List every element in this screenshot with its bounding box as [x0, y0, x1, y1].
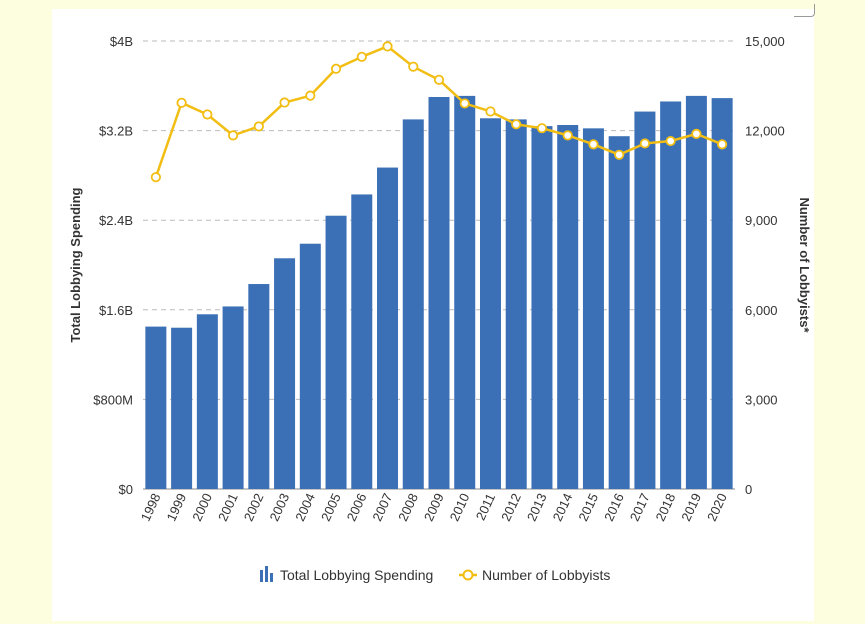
x-tick-label: 2011 — [473, 491, 498, 523]
point-2002[interactable] — [253, 121, 264, 132]
bar-2011[interactable] — [479, 118, 501, 489]
point-2003[interactable] — [279, 97, 290, 108]
point-2013[interactable] — [536, 123, 548, 134]
point-2009[interactable] — [433, 74, 445, 85]
point-2016[interactable] — [614, 149, 625, 160]
right-tick-label: 15,000 — [745, 34, 785, 49]
bar-2000[interactable] — [196, 314, 218, 489]
bar-2013[interactable] — [531, 126, 553, 490]
right-axis-title: Number of Lobbyists* — [797, 197, 812, 333]
bar-2006[interactable] — [351, 194, 373, 489]
point-2019[interactable] — [691, 128, 702, 139]
x-tick-label: 2013 — [524, 491, 550, 524]
right-tick-label: 12,000 — [745, 124, 785, 139]
x-axis-ticks: 1998 1999 2000 2001 2002 2003 2004 2005 2006 2007… — [138, 491, 730, 524]
x-tick-label: 2015 — [575, 491, 601, 524]
left-tick-label: $800M — [93, 392, 133, 407]
bar-2020[interactable] — [711, 98, 733, 490]
point-2015[interactable] — [588, 139, 599, 150]
bar-2010[interactable] — [454, 95, 476, 489]
bar-1999[interactable] — [171, 327, 193, 489]
x-tick-label: 2010 — [447, 491, 473, 524]
legend: Total Lobbying Spending Number of Lobbyi… — [260, 566, 610, 583]
left-tick-label: $2.4B — [99, 213, 133, 228]
point-2008[interactable] — [408, 61, 419, 72]
point-2020[interactable] — [717, 139, 728, 150]
legend-label-lobbyists: Number of Lobbyists — [482, 567, 610, 583]
right-tick-label: 3,000 — [745, 392, 778, 407]
bar-2018[interactable] — [660, 101, 682, 489]
point-2017[interactable] — [639, 138, 651, 149]
bar-2001[interactable] — [222, 306, 244, 489]
legend-item-spending[interactable]: Total Lobbying Spending — [260, 566, 433, 583]
point-1999[interactable] — [176, 97, 187, 108]
x-tick-label: 1999 — [164, 491, 190, 524]
bar-2012[interactable] — [505, 119, 527, 490]
x-tick-label: 2009 — [421, 491, 447, 524]
bar-2017[interactable] — [634, 111, 656, 489]
legend-bar-icon-1 — [260, 570, 263, 582]
left-tick-label: $1.6B — [99, 303, 133, 318]
left-tick-label: $4B — [110, 34, 133, 49]
point-1998[interactable] — [150, 172, 161, 183]
right-tick-label: 0 — [745, 482, 752, 497]
bar-2007[interactable] — [377, 167, 399, 489]
x-tick-label: 2003 — [266, 491, 292, 524]
x-tick-label: 2008 — [395, 491, 421, 524]
bar-2004[interactable] — [299, 243, 321, 489]
left-tick-label: $3.2B — [99, 124, 133, 139]
point-2006[interactable] — [356, 51, 367, 62]
point-2000[interactable] — [202, 109, 213, 120]
x-tick-label: 2020 — [704, 491, 730, 524]
bar-2016[interactable] — [608, 136, 630, 489]
x-tick-label: 1998 — [138, 491, 164, 524]
bar-2014[interactable] — [557, 125, 579, 489]
point-2010[interactable] — [459, 98, 470, 109]
legend-label-spending: Total Lobbying Spending — [280, 567, 433, 583]
point-2018[interactable] — [665, 135, 676, 147]
x-tick-label: 2006 — [344, 491, 370, 524]
bar-2015[interactable] — [582, 128, 604, 490]
x-tick-label: 2016 — [601, 491, 627, 524]
bar-2009[interactable] — [428, 97, 450, 489]
bar-series — [145, 95, 733, 490]
x-tick-label: 2012 — [498, 491, 524, 524]
bar-2005[interactable] — [325, 215, 347, 489]
legend-bar-icon-2 — [265, 566, 268, 582]
left-axis-ticks: $0 $800M $1.6B $2.4B $3.2B $4B — [93, 34, 133, 497]
point-2004[interactable] — [305, 90, 316, 101]
point-2007[interactable] — [382, 41, 393, 52]
point-2011[interactable] — [485, 106, 496, 117]
bar-2019[interactable] — [685, 95, 707, 489]
right-tick-label: 6,000 — [745, 303, 778, 318]
point-2005[interactable] — [330, 63, 342, 74]
x-tick-label: 2001 — [215, 491, 241, 524]
legend-bar-icon-3 — [270, 573, 273, 582]
bar-2003[interactable] — [274, 258, 296, 489]
bar-2008[interactable] — [402, 119, 424, 490]
left-axis-title: Total Lobbying Spending — [68, 187, 83, 342]
right-axis-ticks: 0 3,000 6,000 9,000 12,000 15,000 — [745, 34, 785, 497]
x-tick-label: 2002 — [241, 491, 267, 524]
x-tick-label: 2017 — [627, 491, 653, 524]
x-tick-label: 2019 — [678, 491, 704, 524]
x-tick-label: 2007 — [369, 491, 395, 524]
corner-decoration — [794, 4, 815, 17]
legend-item-lobbyists[interactable]: Number of Lobbyists — [459, 567, 610, 583]
bar-1998[interactable] — [145, 326, 167, 489]
x-tick-label: 2000 — [189, 491, 215, 524]
x-tick-label: 2004 — [292, 491, 318, 524]
left-tick-label: $0 — [119, 482, 133, 497]
bar-2002[interactable] — [248, 284, 270, 489]
right-tick-label: 9,000 — [745, 213, 778, 228]
line-series — [150, 41, 728, 183]
point-2014[interactable] — [562, 130, 573, 141]
x-tick-label: 2018 — [653, 491, 679, 524]
point-2012[interactable] — [511, 119, 522, 130]
legend-marker-icon — [462, 569, 474, 581]
point-2001[interactable] — [227, 130, 239, 141]
x-tick-label: 2005 — [318, 491, 344, 524]
x-tick-label: 2014 — [550, 491, 576, 524]
